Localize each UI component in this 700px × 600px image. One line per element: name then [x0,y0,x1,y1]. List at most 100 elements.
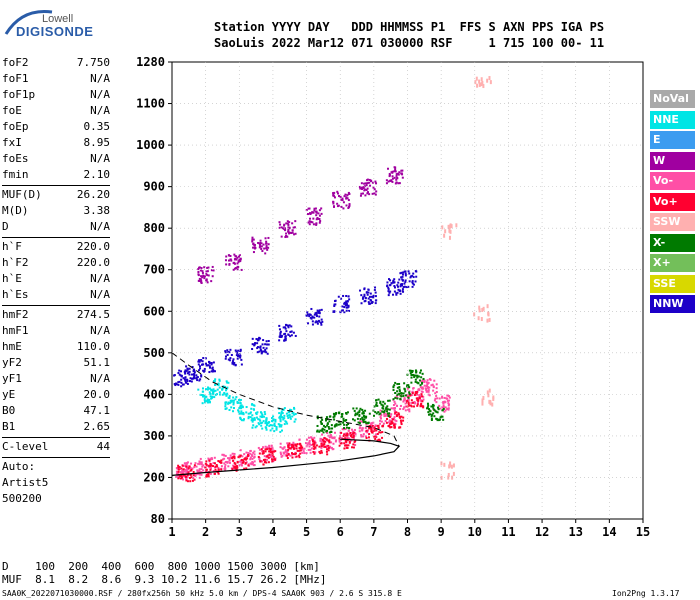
data-point [193,372,196,375]
data-point [394,396,397,399]
data-point [179,471,182,474]
data-point [287,333,290,336]
data-point [189,467,192,470]
data-point [430,415,433,418]
data-point [232,410,235,413]
data-point [197,270,200,273]
data-point [444,406,447,409]
param-name: hmF2 [2,308,29,321]
data-point [443,462,446,467]
data-point [362,186,365,189]
data-point [198,473,201,476]
data-point [328,436,331,439]
data-point [442,404,445,407]
data-point [230,259,233,262]
data-point [267,461,270,464]
data-point [325,444,328,447]
data-point [375,399,378,402]
param-name: h`F [2,240,22,253]
data-point [251,417,254,420]
data-point [437,408,440,411]
data-point [385,410,388,413]
data-point [271,424,274,427]
data-point [178,466,181,469]
data-point [211,275,214,278]
data-point [293,407,296,410]
data-point [345,426,348,429]
data-point [185,369,188,372]
legend-item-nne: NNE [650,110,695,129]
data-point [213,396,216,399]
param-separator [2,237,110,238]
autoscaling-info: Artist5 [2,476,49,489]
data-point [218,391,221,394]
data-point [431,405,434,408]
data-point [413,401,416,404]
data-point [285,222,288,225]
data-point [325,416,328,419]
data-point [408,410,411,413]
data-point [217,472,220,475]
data-point [346,306,349,309]
data-point [436,419,439,422]
data-point [392,385,395,388]
data-point [393,176,396,179]
data-point [305,438,308,441]
data-point [488,317,491,322]
data-point [193,466,196,469]
data-point [342,207,345,210]
data-point [268,421,271,424]
data-point [440,461,443,466]
data-point [264,237,267,240]
data-point [375,435,378,438]
data-point [306,311,309,314]
data-point [281,454,284,457]
data-point [364,426,367,429]
data-point [206,274,209,277]
data-point [238,355,241,358]
data-point [284,235,287,238]
data-point [435,391,438,394]
data-point [191,479,194,482]
data-point [393,409,396,412]
data-point [229,454,232,457]
data-point [228,458,231,461]
data-point [359,418,362,421]
data-point [381,425,384,428]
data-point [264,349,267,352]
data-point [436,406,439,409]
data-point [402,394,405,397]
data-point [430,384,433,387]
data-point [184,462,187,465]
data-point [347,199,350,202]
data-point [311,320,314,323]
data-point [268,447,271,450]
param-value: 2.65 [83,420,111,433]
data-point [180,476,183,479]
data-point [387,421,390,424]
data-point [345,437,348,440]
data-point [408,391,411,394]
data-point [260,412,263,415]
data-point [181,464,184,467]
data-point [402,419,405,422]
data-point [440,475,443,480]
param-row: B0 47.1 [2,404,110,420]
data-point [196,376,199,379]
data-point [396,284,399,287]
param-name: D [2,220,9,233]
data-point [193,371,196,374]
data-point [200,374,203,377]
data-point [308,223,311,226]
data-point [410,275,413,278]
data-point [326,423,329,426]
data-point [316,322,319,325]
data-point [320,446,323,449]
data-point [255,416,258,419]
data-point [313,207,316,210]
data-point [240,461,243,464]
data-point [175,473,178,476]
data-point [238,260,241,263]
data-point [185,475,188,478]
data-point [419,404,422,407]
